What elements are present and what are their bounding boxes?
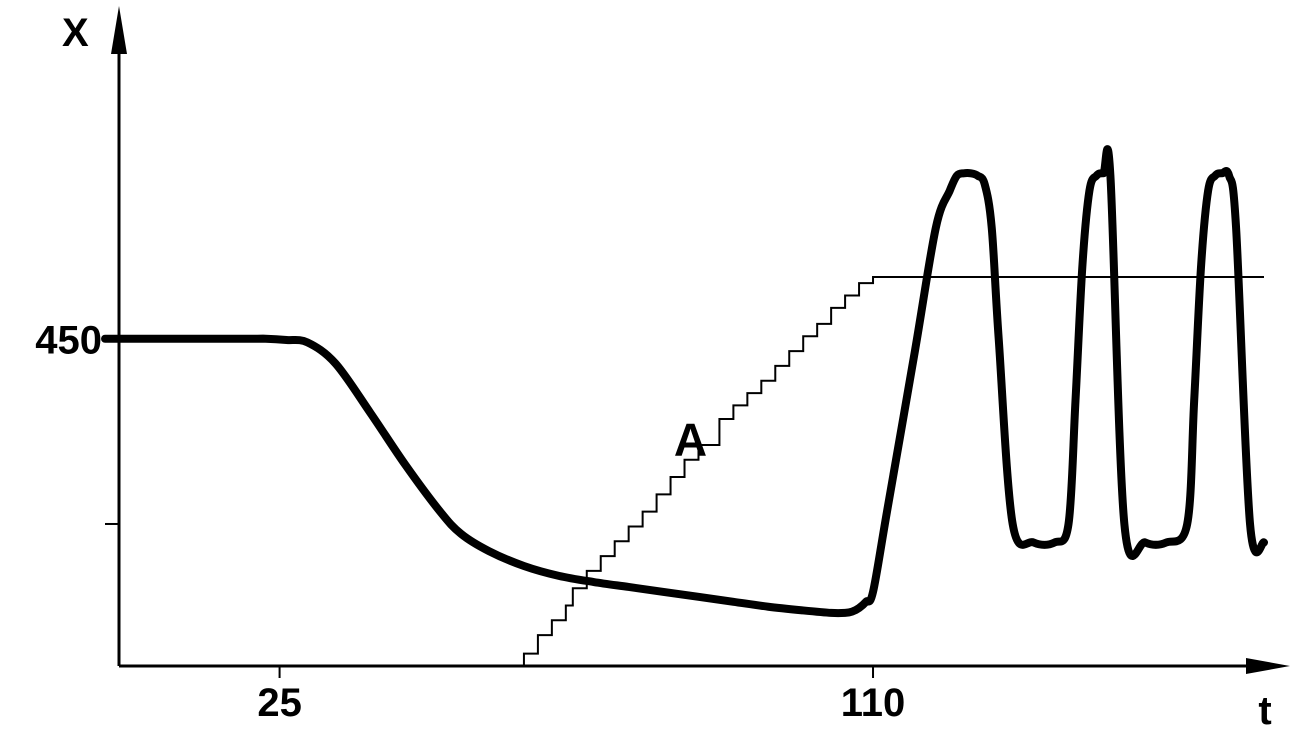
y-tick-label-450: 450 [35, 319, 102, 363]
series-staircase-a [522, 275, 1264, 666]
x-axis-label: t [1258, 689, 1271, 730]
x-tick-label-25: 25 [257, 681, 302, 725]
series-layer [101, 145, 1268, 666]
y-axis-arrowhead [111, 6, 127, 54]
axis-ticks [105, 337, 875, 678]
annotation-a: A [674, 414, 707, 466]
x-tick-label-110: 110 [841, 681, 906, 725]
series-thick-curve [101, 145, 1268, 618]
x-axis-arrowhead [1246, 658, 1290, 674]
chart-axes [111, 6, 1290, 674]
chart-labels: X t 450 25 110 A [35, 11, 1271, 730]
y-axis-label: X [62, 11, 89, 55]
